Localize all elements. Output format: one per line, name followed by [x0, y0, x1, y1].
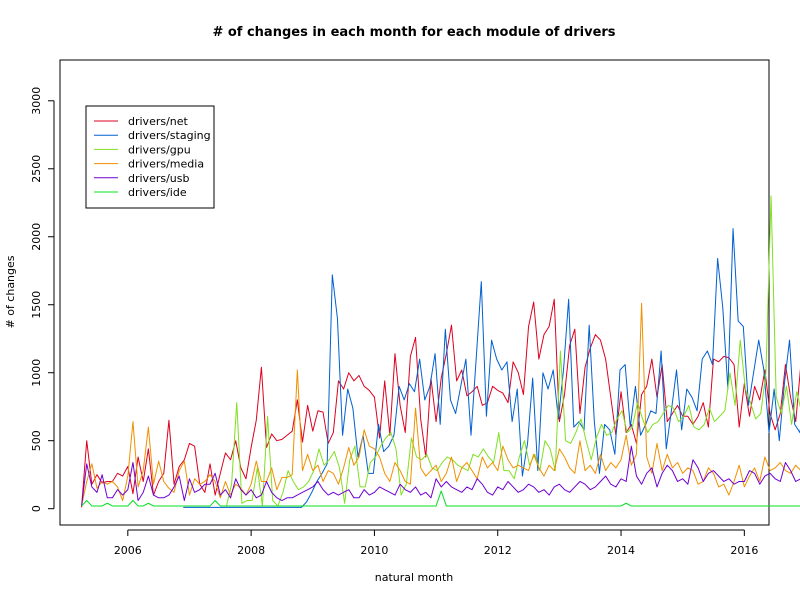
x-axis: 2006 2008 2010 2012 2014 2016 — [114, 529, 758, 557]
y-tick-label: 500 — [30, 430, 43, 451]
legend-label: drivers/ide — [128, 186, 187, 199]
series-line-drivers-ide — [81, 490, 800, 507]
y-tick-label: 1000 — [30, 359, 43, 387]
y-axis-label: # of changes — [4, 255, 17, 328]
x-tick-label: 2014 — [607, 544, 635, 557]
y-tick-label: 0 — [30, 505, 43, 512]
x-axis-label: natural month — [375, 571, 454, 584]
legend-box — [85, 105, 215, 209]
plot-area — [59, 59, 770, 526]
series-line-drivers-net — [81, 298, 800, 508]
x-tick-label: 2008 — [237, 544, 265, 557]
y-tick-label: 2500 — [30, 155, 43, 183]
y-tick-label: 3000 — [30, 87, 43, 115]
chart-title: # of changes in each month for each modu… — [212, 25, 615, 40]
legend-label: drivers/media — [128, 158, 204, 171]
legend-label: drivers/gpu — [128, 143, 191, 156]
legend-label: drivers/usb — [128, 172, 190, 185]
series-line-drivers-staging — [183, 228, 800, 508]
series-lines — [81, 195, 800, 508]
x-tick-label: 2010 — [360, 544, 388, 557]
x-tick-label: 2012 — [484, 544, 512, 557]
legend-label: drivers/net — [128, 115, 189, 128]
x-tick-label: 2006 — [114, 544, 142, 557]
y-tick-label: 2000 — [30, 223, 43, 251]
y-axis: 0 500 1000 1500 2000 2500 3000 — [30, 87, 55, 512]
x-tick-label: 2016 — [730, 544, 758, 557]
y-tick-label: 1500 — [30, 291, 43, 319]
series-line-drivers-gpu — [225, 195, 800, 507]
legend-label: drivers/staging — [128, 129, 211, 142]
series-line-drivers-usb — [81, 445, 800, 507]
series-line-drivers-media — [81, 302, 800, 507]
